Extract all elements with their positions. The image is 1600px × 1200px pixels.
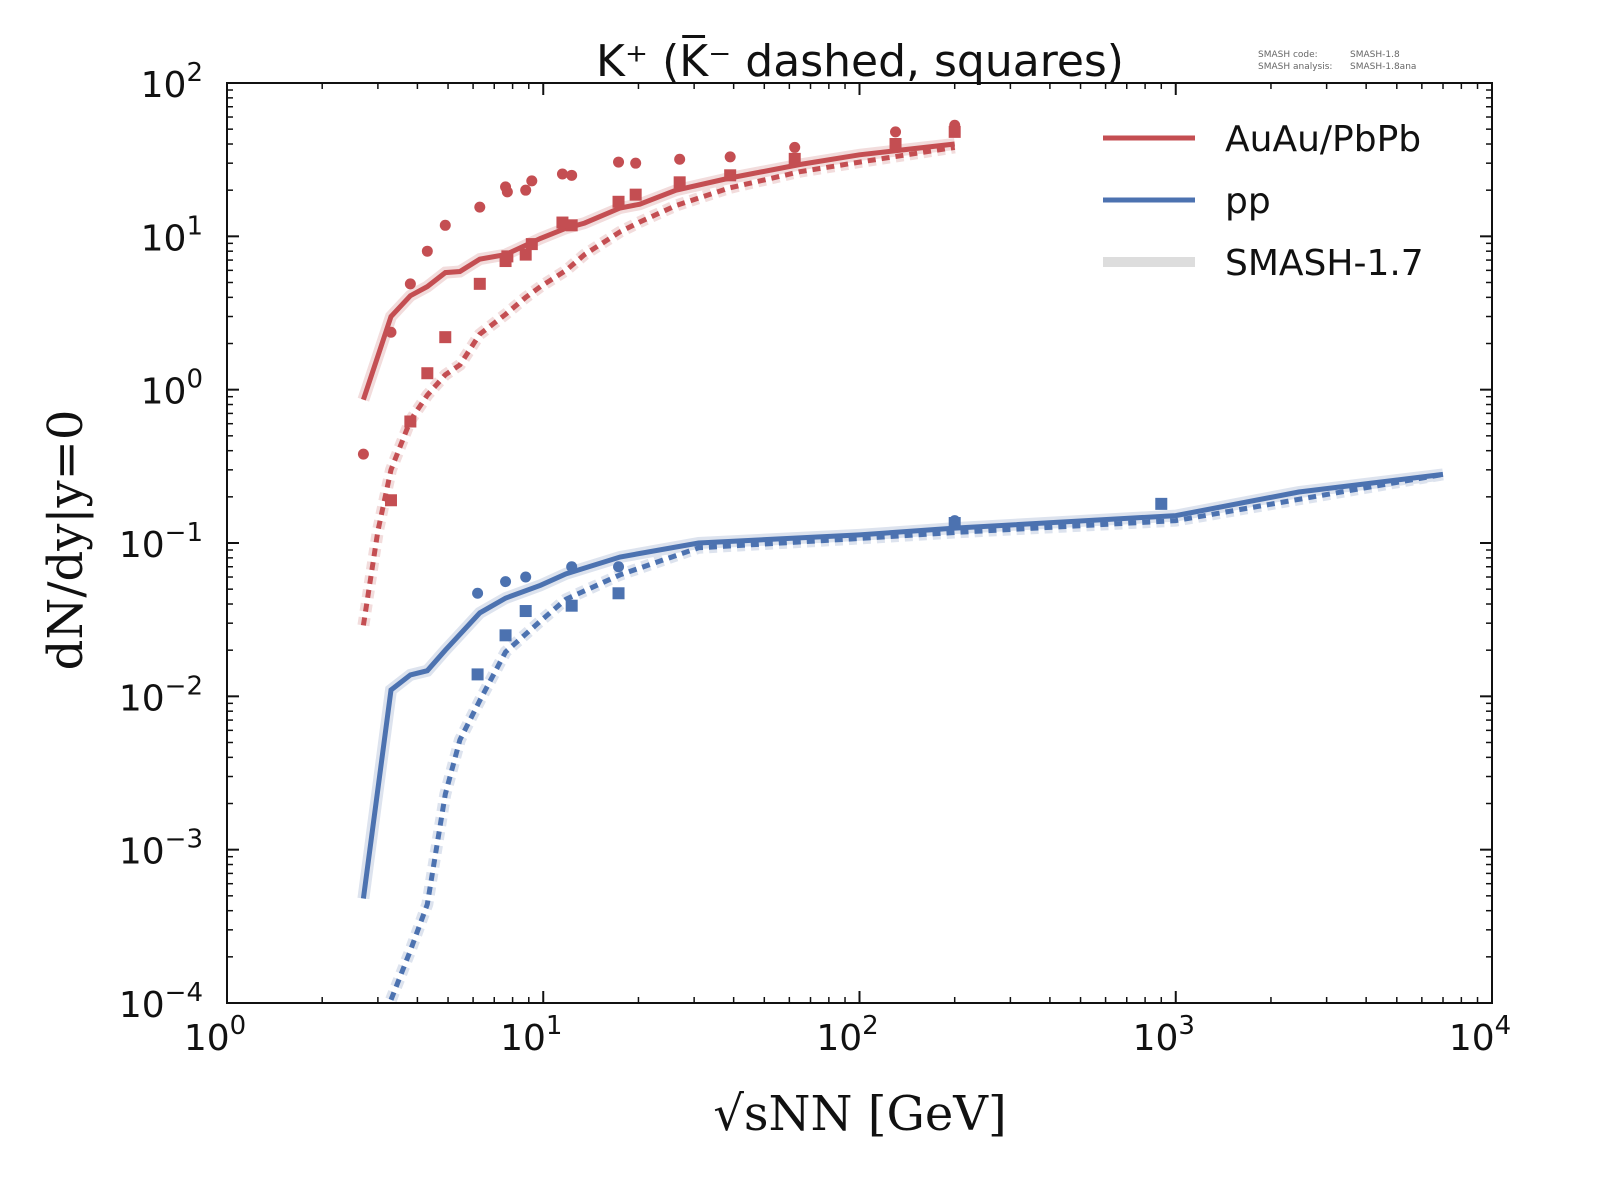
data-point-circle	[500, 576, 512, 588]
data-point-square	[473, 277, 486, 290]
y-tick-label: 101	[141, 211, 203, 259]
data-point-circle	[501, 186, 513, 198]
y-tick-label: 102	[141, 58, 203, 106]
data-point-square	[471, 668, 484, 681]
data-point-square	[404, 415, 417, 428]
data-point-square	[519, 605, 532, 618]
data-point-square	[556, 216, 569, 229]
data-point-square	[384, 494, 397, 507]
x-tick-label: 101	[500, 1011, 562, 1059]
series-line-0	[361, 141, 955, 401]
data-point-square	[629, 188, 642, 201]
data-point-square	[673, 176, 686, 189]
data-point-circle	[674, 153, 686, 165]
data-point-square	[439, 331, 452, 344]
meta-code-label: SMASH code:	[1258, 50, 1318, 60]
x-tick-label: 104	[1449, 1011, 1511, 1059]
legend-label: AuAu/PbPb	[1225, 119, 1421, 160]
data-point-circle	[613, 561, 625, 573]
legend-label: SMASH-1.7	[1225, 243, 1424, 284]
data-point-circle	[404, 278, 416, 290]
data-point-circle	[890, 126, 902, 138]
data-point-square	[565, 599, 578, 612]
data-point-square	[788, 152, 801, 165]
data-point-circle	[556, 168, 568, 180]
data-point-circle	[526, 175, 538, 187]
data-point-circle	[566, 169, 578, 181]
x-tick-labels: 100 101 102 103 104	[184, 1011, 1511, 1059]
meta-code-value: SMASH-1.8	[1350, 50, 1400, 60]
data-points	[357, 119, 1168, 681]
data-point-square	[948, 125, 961, 138]
y-tick-label: 100	[141, 365, 203, 413]
data-point-square	[421, 367, 434, 380]
reference-curve-smash-1-7	[357, 468, 1444, 900]
x-axis-label: √sNN [GeV]	[713, 1086, 1006, 1142]
y-tick-label: 10−4	[119, 978, 203, 1026]
series-line-3	[388, 471, 1444, 1001]
data-point-circle	[474, 201, 486, 213]
data-point-square	[889, 138, 902, 151]
y-tick-labels: 102 101 100 10−1 10−2 10−3 10−4	[119, 58, 203, 1026]
data-point-square	[519, 248, 532, 261]
data-point-circle	[520, 571, 532, 583]
data-point-circle	[472, 587, 484, 599]
data-point-circle	[421, 245, 433, 257]
y-tick-label: 10−1	[119, 518, 203, 566]
data-point-circle	[613, 156, 625, 168]
plot-frame	[226, 82, 1493, 1004]
data-point-circle	[630, 157, 642, 169]
data-point-square	[525, 238, 538, 251]
data-point-square	[724, 169, 737, 182]
data-point-circle	[357, 448, 369, 460]
y-tick-label: 10−2	[119, 671, 203, 719]
data-point-circle	[566, 561, 578, 573]
chart-title: K⁺ (K̅⁻ dashed, squares)	[596, 33, 1124, 87]
data-point-circle	[439, 219, 451, 231]
series-line-2	[360, 471, 1444, 899]
data-point-circle	[520, 184, 532, 196]
meta-analysis-label: SMASH analysis:	[1258, 62, 1332, 72]
reference-curve-smash-1-7	[385, 468, 1445, 1002]
data-point-square	[612, 587, 625, 600]
x-tick-label: 102	[816, 1011, 878, 1059]
data-point-square	[501, 250, 514, 263]
data-point-square	[565, 219, 578, 232]
meta-analysis-value: SMASH-1.8ana	[1350, 62, 1416, 72]
axis-ticks	[226, 82, 1493, 1004]
data-point-square	[1155, 497, 1168, 510]
data-point-square	[499, 629, 512, 642]
data-point-circle	[724, 151, 736, 163]
legend: AuAu/PbPb pp SMASH-1.7	[1103, 119, 1424, 284]
y-tick-label: 10−3	[119, 825, 203, 873]
x-tick-label: 100	[184, 1011, 246, 1059]
data-point-circle	[789, 141, 801, 153]
data-point-square	[612, 195, 625, 208]
x-tick-label: 103	[1133, 1011, 1195, 1059]
y-axis-label: dN/dy|y=0	[38, 410, 94, 671]
legend-label: pp	[1225, 181, 1271, 222]
data-point-square	[948, 517, 961, 530]
data-point-circle	[385, 326, 397, 338]
